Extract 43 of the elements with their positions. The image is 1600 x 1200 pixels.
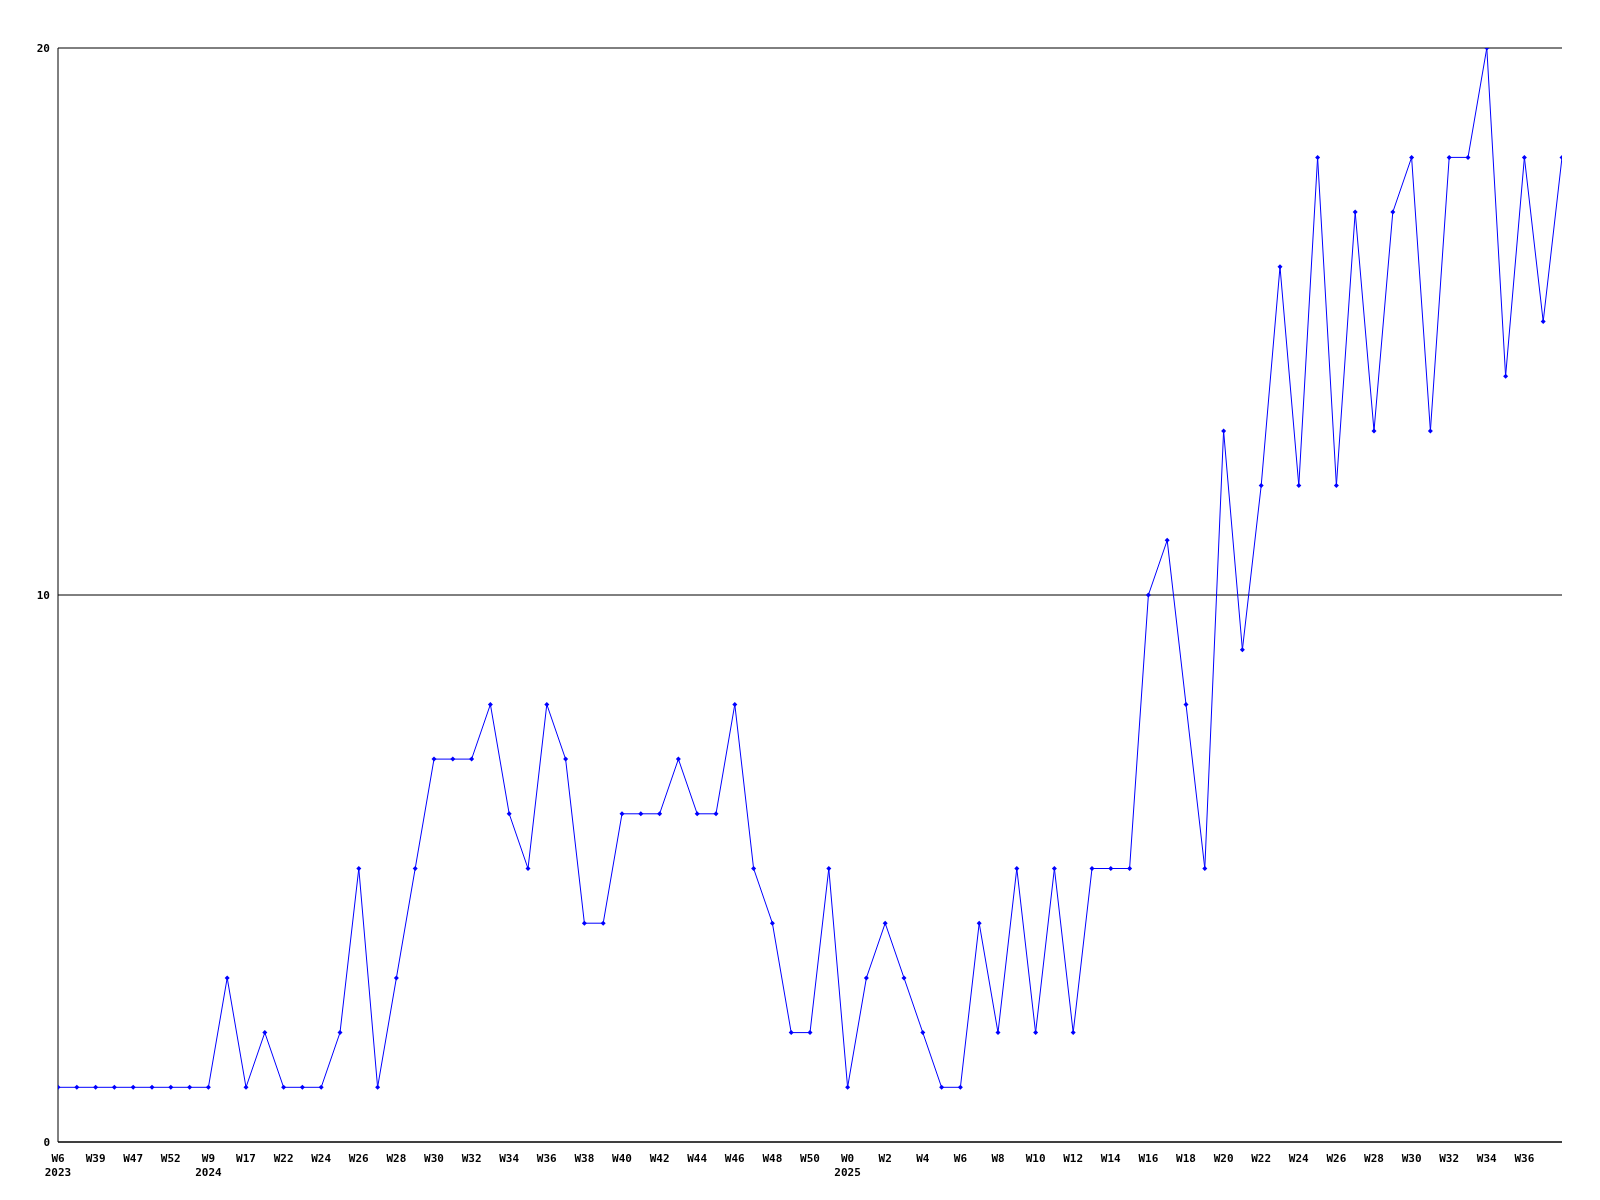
x-tick-label: W50: [800, 1152, 820, 1165]
x-tick-label: W12: [1063, 1152, 1084, 1165]
x-tick-label: W32: [1439, 1152, 1460, 1165]
y-tick-label: 10: [36, 588, 50, 602]
x-tick-label: W44: [687, 1152, 708, 1165]
x-tick-label: W10: [1025, 1152, 1046, 1165]
x-tick-label: W28: [386, 1152, 407, 1165]
x-tick-label: W8: [991, 1152, 1005, 1165]
x-tick-label: W6: [953, 1152, 968, 1165]
x-tick-label: W36: [536, 1152, 558, 1165]
x-tick-label: W34: [499, 1152, 520, 1165]
x-tick-label: W30: [1401, 1152, 1422, 1165]
x-tick-label: W39: [85, 1152, 106, 1165]
x-tick-label: W18: [1176, 1152, 1196, 1165]
x-tick-label: W46: [724, 1152, 746, 1165]
x-tick-label: W14: [1100, 1152, 1122, 1165]
x-tick-label: W2: [878, 1152, 892, 1165]
x-tick-label: W26: [348, 1152, 370, 1165]
y-tick-label: 0: [43, 1135, 50, 1149]
x-tick-label: W4: [916, 1152, 930, 1165]
x-tick-label: W24: [1288, 1152, 1310, 1165]
x-tick-label: W36: [1514, 1152, 1535, 1165]
x-tick-label: W28: [1364, 1152, 1384, 1165]
x-tick-label: W34: [1476, 1152, 1498, 1165]
x-tick-label: W42: [649, 1152, 670, 1165]
x-tick-label: W40: [612, 1152, 632, 1165]
x-tick-label: W38: [574, 1152, 595, 1165]
x-tick-label: W52: [160, 1152, 181, 1165]
x-tick-label: W20: [1213, 1152, 1234, 1165]
x-tick-label: W48: [762, 1152, 783, 1165]
x-tick-label: W9 2024: [195, 1152, 223, 1179]
x-tick-label: W17: [236, 1152, 256, 1165]
x-tick-label: W16: [1138, 1152, 1159, 1165]
x-tick-label: W32: [461, 1152, 482, 1165]
x-tick-label: W0 2025: [834, 1152, 861, 1179]
x-tick-label: W6 2023: [44, 1152, 72, 1179]
x-tick-label: W22: [1251, 1152, 1272, 1165]
x-tick-label: W47: [123, 1152, 144, 1165]
x-tick-label: W22: [273, 1152, 294, 1165]
x-tick-label: W24: [311, 1152, 332, 1165]
y-tick-label: 20: [36, 41, 50, 55]
x-tick-label: W30: [424, 1152, 444, 1165]
x-tick-label: W26: [1326, 1152, 1347, 1165]
